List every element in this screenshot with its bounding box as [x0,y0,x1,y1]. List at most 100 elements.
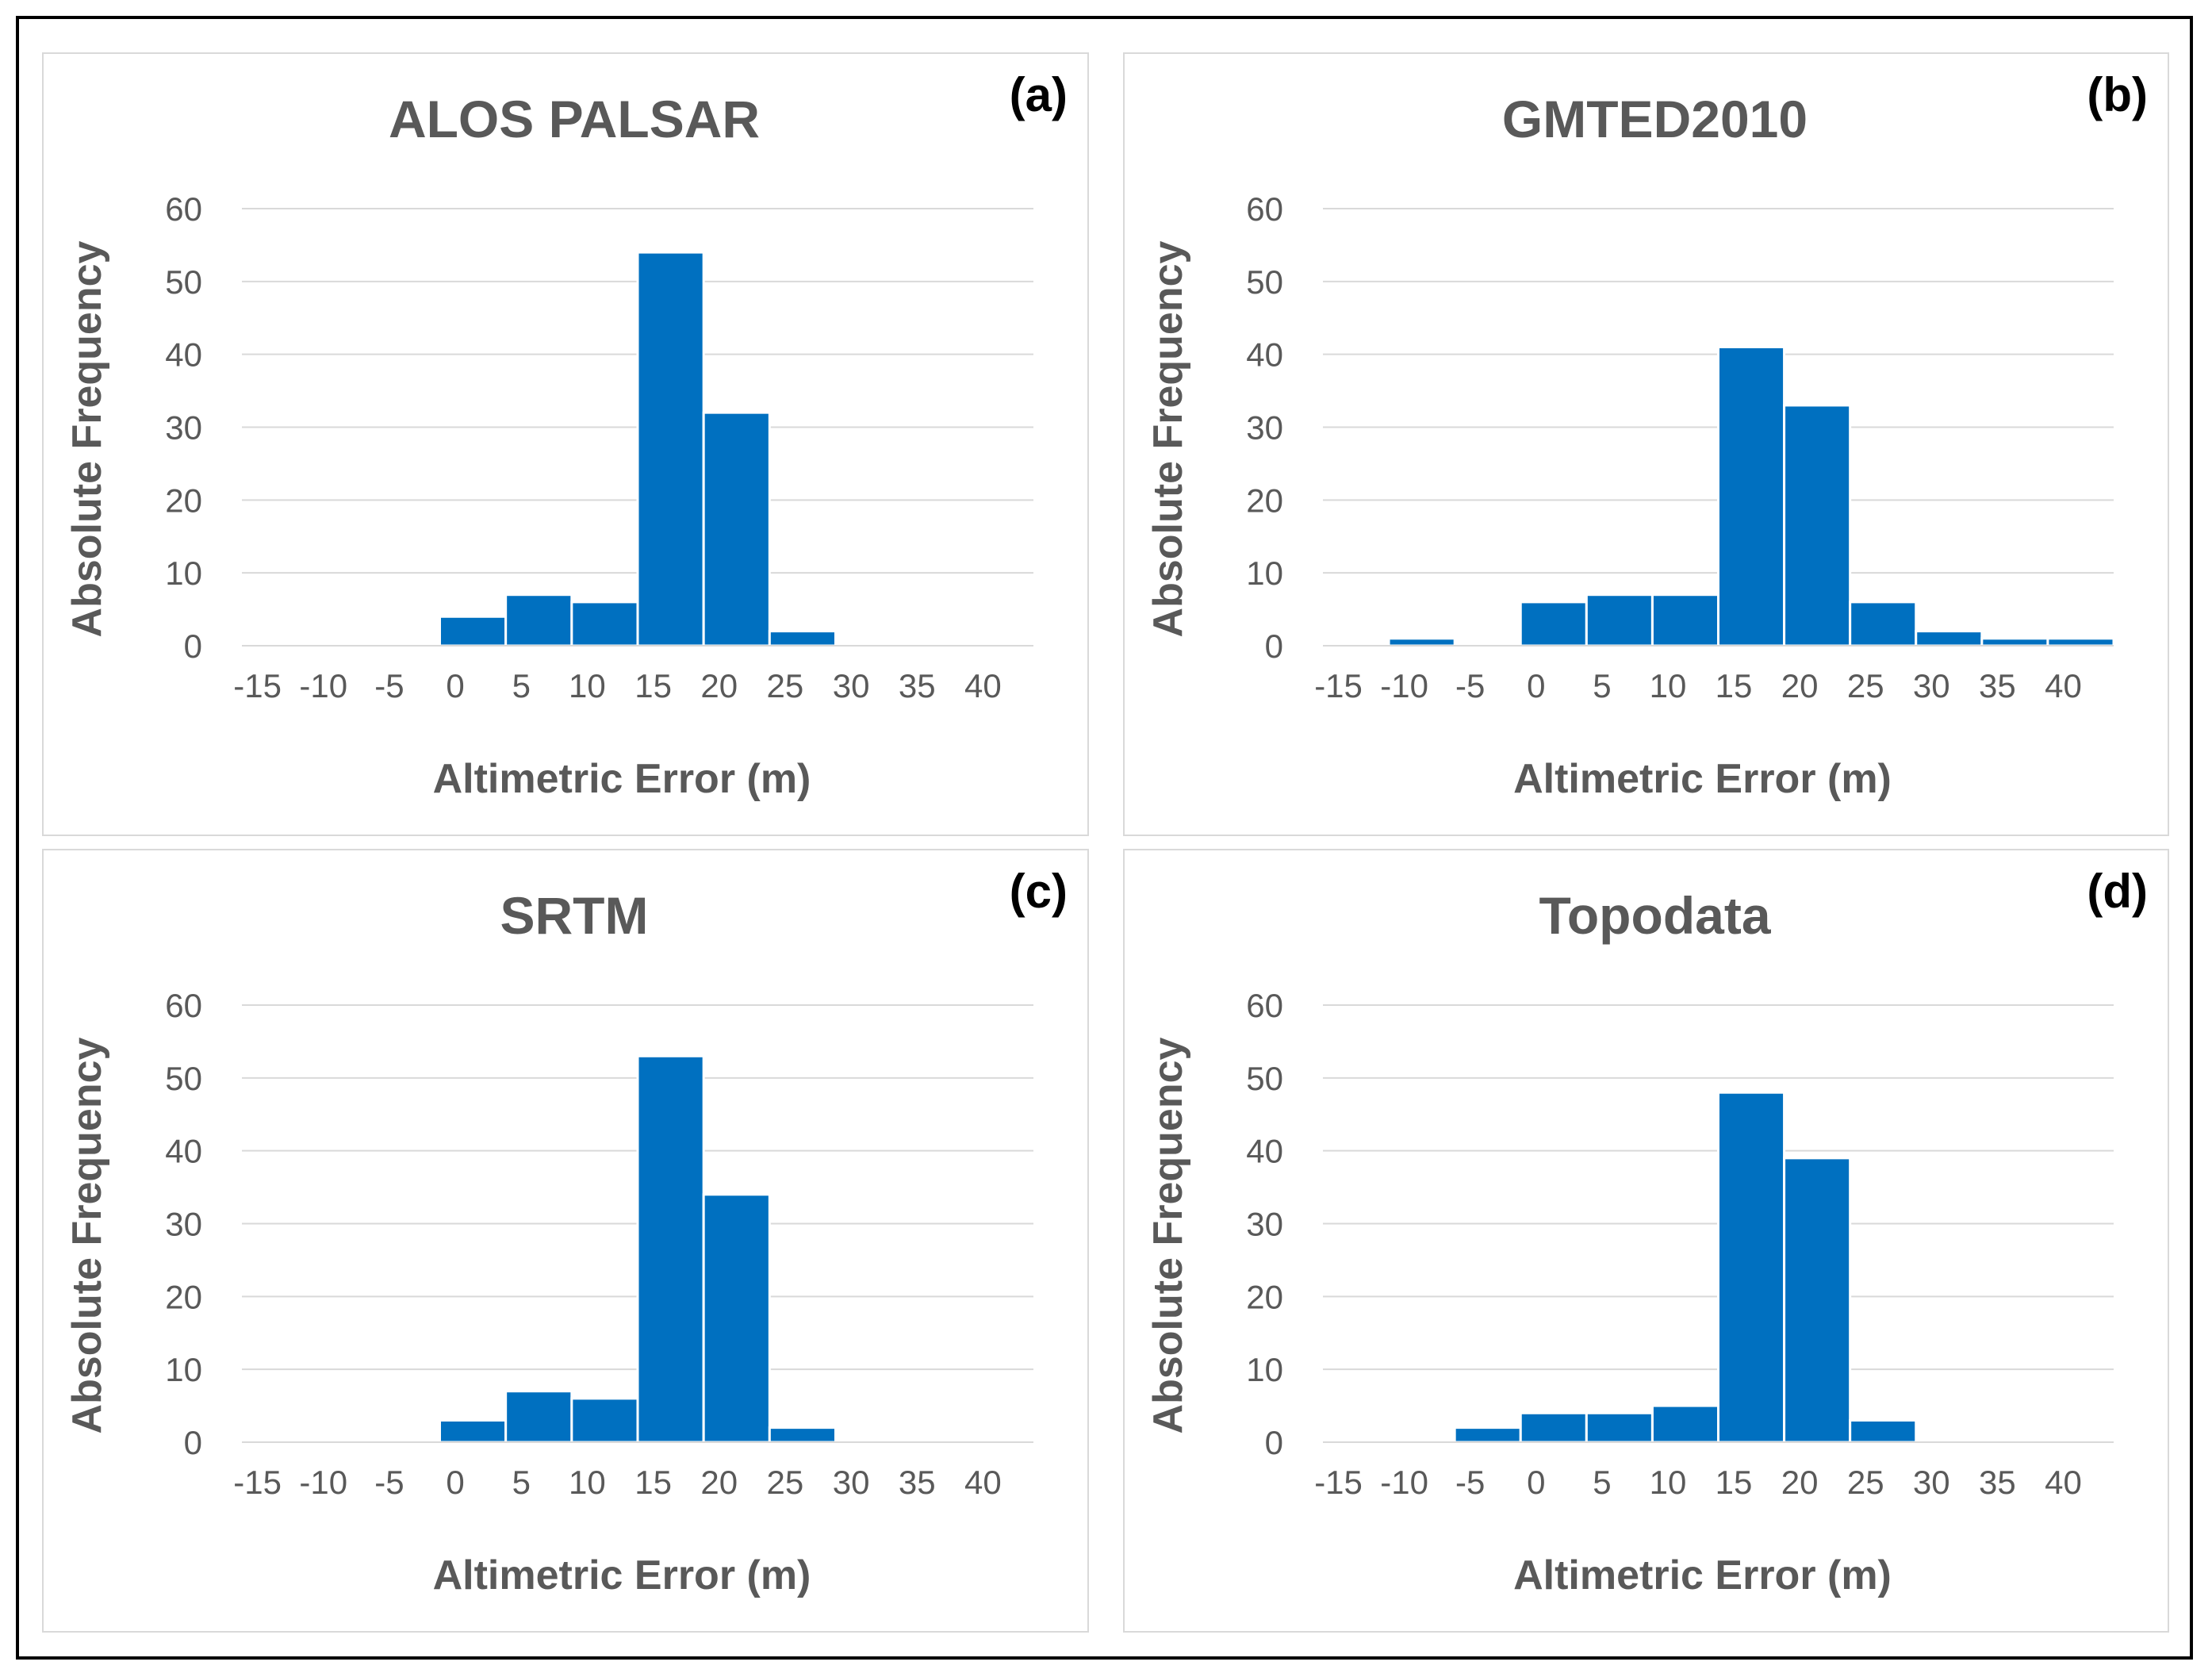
y-tick-label: 10 [165,555,202,592]
x-tick-label: -10 [299,1464,347,1501]
x-tick-label: 10 [1650,1464,1687,1501]
bar [2046,637,2115,647]
panel-tag: (c) [1010,865,1068,918]
bar [1453,1426,1522,1444]
chart-title: GMTED2010 [1502,90,1808,148]
bar [1387,637,1456,647]
x-tick-label: 35 [899,1464,936,1501]
x-tick-label: 20 [1781,667,1819,704]
bar [570,601,639,647]
panel-c: SRTM (c) 0 10 20 30 40 50 60 -15 -10 -5 0 5 10 15 20 25 30… [42,849,1089,1633]
x-tick-label: 0 [446,1464,464,1501]
bar [439,615,508,647]
y-axis-title: Absolute Frequency [64,1037,110,1433]
y-tick-label: 60 [165,190,202,228]
bar [768,630,837,647]
x-tick-label: -5 [374,1464,404,1501]
bar [570,1397,639,1444]
bar [1650,1404,1720,1444]
y-tick-label: 60 [1246,190,1283,228]
panel-tag: (d) [2087,865,2148,918]
x-tick-label: 40 [2045,1464,2082,1501]
bar [1519,1411,1588,1444]
histogram-topodata: Topodata (d) 0 10 20 30 40 50 60 -15 -10 -5 0 5 10 15 20… [1145,865,2148,1598]
histogram-alos-palsar: ALOS PALSAR (a) 0 10 20 30 40 50 60 -15 -10 -5 0 5 10 1… [64,68,1068,802]
x-tick-label: -5 [1455,1464,1485,1501]
y-tick-label: 50 [1246,263,1283,301]
bar [1717,345,1786,647]
bar [1849,1418,1918,1444]
panel-a: ALOS PALSAR (a) 0 10 20 30 40 50 60 -15 -10 -5 0 5 10 1… [42,52,1089,836]
histogram-srtm: SRTM (c) 0 10 20 30 40 50 60 -15 -10 -5 0 5 10 15 20 25 30… [64,865,1068,1598]
x-tick-label: -10 [1380,1464,1428,1501]
y-tick-label: 0 [1265,627,1283,665]
panel-b: GMTED2010 (b) 0 10 20 30 40 50 60 -15 -10 -5 0 5 10 15 2… [1123,52,2169,836]
y-tick-label: 50 [165,263,202,301]
x-axis-title: Altimetric Error (m) [1513,1552,1892,1598]
x-tick-label: -5 [374,667,404,704]
bar [504,593,573,647]
y-tick-label: 20 [1246,482,1283,519]
x-tick-label: 20 [700,1464,738,1501]
y-tick-label: 30 [1246,1206,1283,1243]
bar [768,1426,837,1444]
x-tick-label: -15 [1314,667,1363,704]
y-tick-label: 40 [1246,336,1283,374]
x-tick-label: 35 [1979,1464,2016,1501]
y-tick-label: 0 [184,1424,202,1461]
x-tick-label: -10 [299,667,347,704]
panel-tag: (a) [1010,68,1068,121]
x-axis-title: Altimetric Error (m) [1513,756,1892,802]
bar [1915,630,1984,647]
x-tick-label: 40 [2045,667,2082,704]
bar [1519,601,1588,647]
x-axis-title: Altimetric Error (m) [433,756,811,802]
bar [702,411,771,647]
x-tick-label: 20 [700,667,738,704]
x-tick-label: 40 [964,667,1002,704]
x-tick-label: 0 [446,667,464,704]
x-tick-label: 10 [1650,667,1687,704]
x-tick-label: -10 [1380,667,1428,704]
y-tick-label: 30 [165,409,202,447]
x-tick-label: 15 [634,667,672,704]
x-tick-label: 25 [767,1464,804,1501]
x-tick-label: 10 [569,1464,606,1501]
y-tick-label: 40 [165,1133,202,1170]
bar [636,1054,705,1444]
x-tick-label: 25 [1847,667,1884,704]
y-tick-label: 60 [165,987,202,1024]
chart-title: Topodata [1539,886,1771,945]
y-tick-label: 10 [1246,1351,1283,1388]
bar [439,1418,508,1444]
x-tick-label: 35 [1979,667,2016,704]
bar [1585,1411,1654,1444]
bar [504,1390,573,1444]
x-tick-label: 5 [1593,667,1611,704]
bar [1980,637,2049,647]
x-tick-label: 30 [1913,667,1950,704]
y-tick-label: 50 [165,1060,202,1097]
bar [636,251,705,647]
bar [1585,593,1654,647]
bar [1849,601,1918,647]
x-tick-label: 5 [512,667,531,704]
x-tick-label: 5 [512,1464,531,1501]
y-tick-label: 10 [1246,555,1283,592]
x-tick-label: 15 [1716,667,1753,704]
y-tick-label: 0 [184,627,202,665]
x-axis-title: Altimetric Error (m) [433,1552,811,1598]
x-tick-label: 30 [833,1464,870,1501]
y-tick-label: 30 [1246,409,1283,447]
figure-border [16,16,2193,1660]
x-tick-label: 30 [1913,1464,1950,1501]
bar [1783,1157,1852,1444]
x-tick-label: 40 [964,1464,1002,1501]
x-tick-label: -15 [1314,1464,1363,1501]
y-tick-label: 40 [165,336,202,374]
panel-d: Topodata (d) 0 10 20 30 40 50 60 -15 -10 -5 0 5 10 15 20… [1123,849,2169,1633]
y-tick-label: 20 [1246,1278,1283,1315]
y-tick-label: 0 [1265,1424,1283,1461]
x-tick-label: 35 [899,667,936,704]
